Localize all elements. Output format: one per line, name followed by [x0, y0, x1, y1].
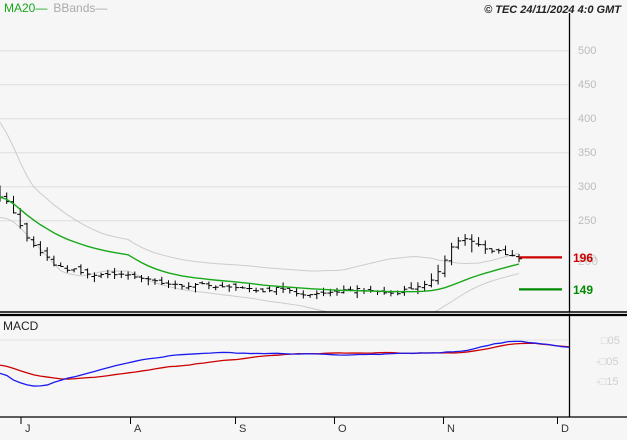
svg-text:-□05: -□05: [596, 356, 619, 368]
svg-text:400: 400: [578, 113, 596, 125]
svg-text:-□15: -□15: [596, 376, 619, 388]
svg-text:□05: □05: [601, 335, 620, 347]
svg-text:MACD: MACD: [3, 319, 39, 333]
svg-text:N: N: [447, 423, 455, 435]
svg-text:J: J: [25, 423, 31, 435]
svg-text:300: 300: [578, 181, 596, 193]
svg-text:500: 500: [578, 45, 596, 57]
svg-text:D: D: [561, 423, 569, 435]
svg-text:O: O: [338, 423, 347, 435]
svg-text:196: 196: [573, 251, 593, 265]
svg-text:250: 250: [578, 215, 596, 227]
svg-text:A: A: [134, 423, 142, 435]
svg-text:450: 450: [578, 79, 596, 91]
svg-text:350: 350: [578, 147, 596, 159]
svg-text:149: 149: [573, 283, 593, 297]
svg-text:S: S: [239, 423, 246, 435]
